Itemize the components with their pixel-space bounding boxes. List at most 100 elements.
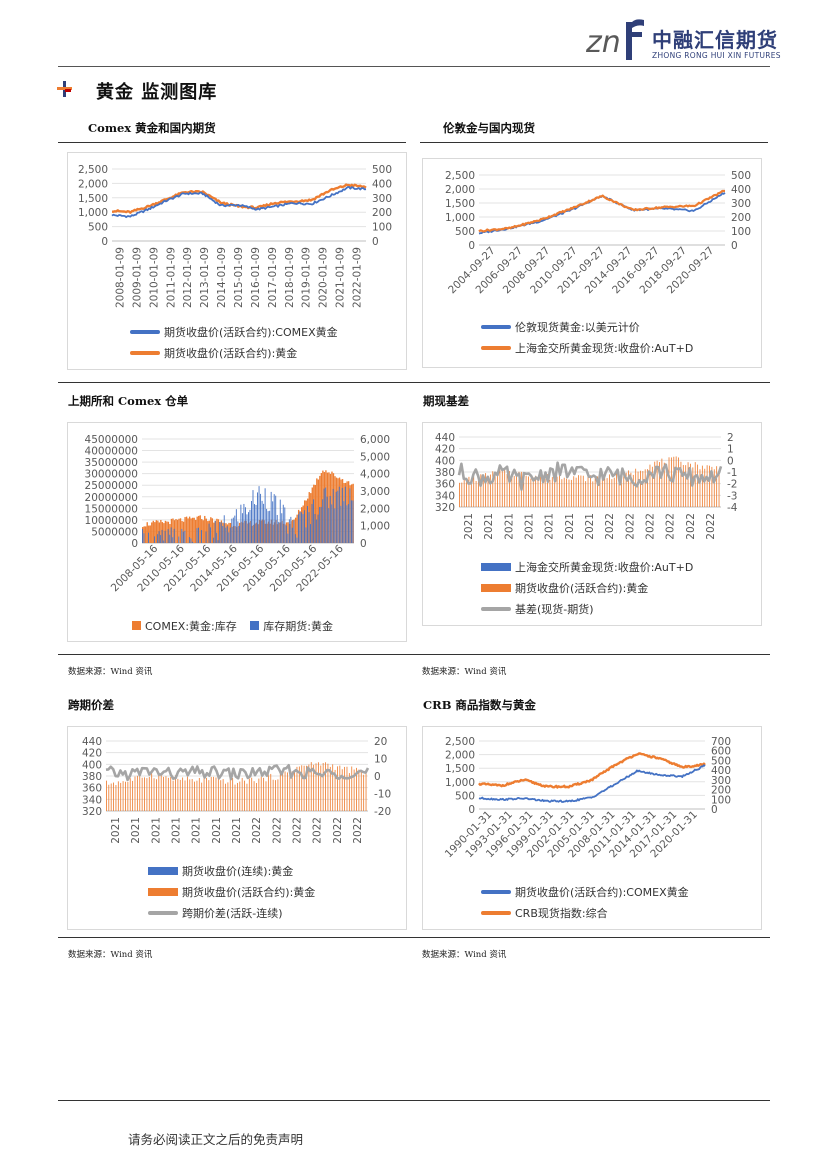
bar-active-futures [654, 461, 656, 507]
bar-active-futures [642, 471, 644, 507]
bar-active-futures [585, 481, 587, 507]
bar-shfe-inventory [157, 534, 159, 543]
bar-active-futures [597, 476, 598, 507]
y-axis-left-tick-label: 440 [435, 432, 455, 444]
data-source-note: 数据来源：Wind 资讯 [68, 950, 153, 960]
bar-shfe-inventory [308, 512, 310, 543]
y-axis-left-tick-label: 340 [82, 794, 102, 806]
x-axis-tick-label: 2016-01-09 [250, 247, 262, 308]
bar-comex-inventory [145, 526, 147, 543]
bar-active-futures [611, 479, 613, 507]
y-axis-right-tick-label: -1 [727, 467, 737, 479]
bar-comex-inventory [152, 520, 154, 543]
bar-shfe-inventory [320, 506, 322, 543]
bar-shfe-inventory [297, 514, 299, 543]
bar-comex-inventory [169, 524, 171, 543]
bar-shfe-inventory [347, 504, 349, 543]
chart-panel-warehouse-receipts: 0 5000000 10000000 15000000 20000000 25000000… [67, 422, 407, 642]
bar-active-futures [163, 776, 164, 811]
bar-shfe-inventory [287, 533, 289, 543]
bar-active-futures [122, 781, 124, 811]
bar-active-futures [492, 471, 494, 507]
bar-active-futures [353, 769, 355, 811]
y-axis-left-tick-label: 360 [435, 479, 455, 491]
chart-legend: COMEX:黄金:库存 库存期货:黄金 [132, 615, 343, 636]
footer-divider [58, 1100, 770, 1101]
bar-active-futures [132, 780, 134, 811]
bar-active-futures [315, 763, 317, 811]
bar-active-futures [632, 474, 634, 507]
y-axis-left-tick-label: 500 [455, 790, 475, 802]
bar-active-futures [196, 780, 198, 811]
y-axis-left-tick-label: 15000000 [85, 503, 138, 515]
bar-active-futures [160, 774, 162, 811]
bar-shfe-inventory [205, 531, 207, 543]
bar-active-futures [139, 774, 141, 811]
bar-active-futures [298, 766, 300, 811]
bar-active-futures [699, 469, 701, 507]
chart-title-calendar-spread: 跨期价差 [68, 698, 114, 712]
bar-active-futures [351, 766, 353, 811]
y-axis-right-tick-label: 0 [360, 538, 367, 550]
bar-active-futures [136, 775, 138, 811]
bar-shfe-inventory [329, 495, 331, 543]
x-axis-tick-label: 2013-01-09 [199, 247, 211, 308]
row-divider [58, 937, 770, 938]
bar-active-futures [148, 776, 150, 811]
bar-active-futures [509, 471, 510, 507]
bar-active-futures [506, 473, 508, 507]
bar-shfe-inventory [261, 500, 263, 543]
series-line-spread [105, 764, 370, 782]
bar-comex-inventory [188, 516, 191, 543]
y-axis-left-tick-label: 0 [468, 240, 475, 252]
chart-legend: 期货收盘价(连续):黄金 期货收盘价(活跃合约):黄金 跨期价差(活跃-连续) [148, 860, 315, 923]
bar-active-futures [682, 465, 684, 507]
y-axis-right-tick-label: 3,000 [360, 486, 390, 498]
bar-active-futures [609, 474, 610, 507]
bar-active-futures [516, 472, 517, 507]
chart-panel-comex-vs-domestic: 0 500 1,000 1,500 2,000 2,500 0 100 200 300 400 500… [67, 152, 407, 370]
x-axis-tick-label: 2011-01-09 [165, 247, 177, 308]
y-axis-right-tick-label: 500 [731, 170, 751, 182]
bar-shfe-inventory [285, 525, 287, 543]
legend-item-london-gold: 伦敦现货黄金:以美元计价 [481, 316, 693, 337]
y-axis-right-tick-label: 200 [372, 207, 392, 219]
x-axis-tick-label: 2015-01-09 [233, 247, 245, 308]
bar-active-futures [327, 763, 329, 811]
bar-shfe-inventory [260, 493, 262, 543]
bar-shfe-inventory [281, 513, 283, 543]
data-source-note: 数据来源：Wind 资讯 [68, 667, 153, 677]
y-axis-right-tick-label: 10 [374, 754, 387, 766]
x-axis-tick-label: 2021 [211, 817, 223, 844]
chart-title-rule [420, 142, 768, 143]
bar-active-futures [363, 774, 365, 811]
x-axis-tick-label: 2022 [332, 817, 344, 844]
y-axis-left-tick-label: 440 [82, 736, 102, 748]
y-axis-left-tick-label: 400 [82, 759, 102, 771]
bar-active-futures [113, 782, 114, 811]
y-axis-right-tick-label: 5,000 [360, 451, 390, 463]
bar-shfe-inventory [228, 532, 230, 543]
bar-shfe-inventory [282, 504, 284, 543]
y-axis-left-tick-label: 420 [435, 444, 455, 456]
x-axis-tick-label: 2012-01-09 [182, 247, 194, 308]
y-axis-right-tick-label: 0 [372, 236, 379, 248]
bar-comex-inventory [178, 518, 180, 543]
bar-active-futures [501, 469, 503, 507]
y-axis-right-tick-label: 500 [711, 755, 731, 767]
series-line-comex-gold [111, 186, 367, 219]
bar-active-futures [539, 476, 541, 507]
x-axis-tick-label: 2022 [624, 513, 636, 540]
bar-comex-inventory [202, 520, 204, 543]
bar-shfe-inventory [319, 507, 321, 543]
x-axis-tick-label: 2022 [705, 513, 717, 540]
bar-shfe-inventory [255, 504, 257, 543]
bar-shfe-inventory [172, 537, 174, 543]
bar-shfe-inventory [302, 514, 304, 543]
bar-active-futures [246, 783, 248, 811]
bar-shfe-inventory [222, 526, 224, 543]
bar-shfe-inventory [190, 538, 192, 543]
bar-shfe-inventory [352, 500, 354, 543]
x-axis-tick-label: 2008-01-09 [114, 247, 126, 308]
y-axis-left-tick-label: 1,500 [445, 198, 475, 210]
